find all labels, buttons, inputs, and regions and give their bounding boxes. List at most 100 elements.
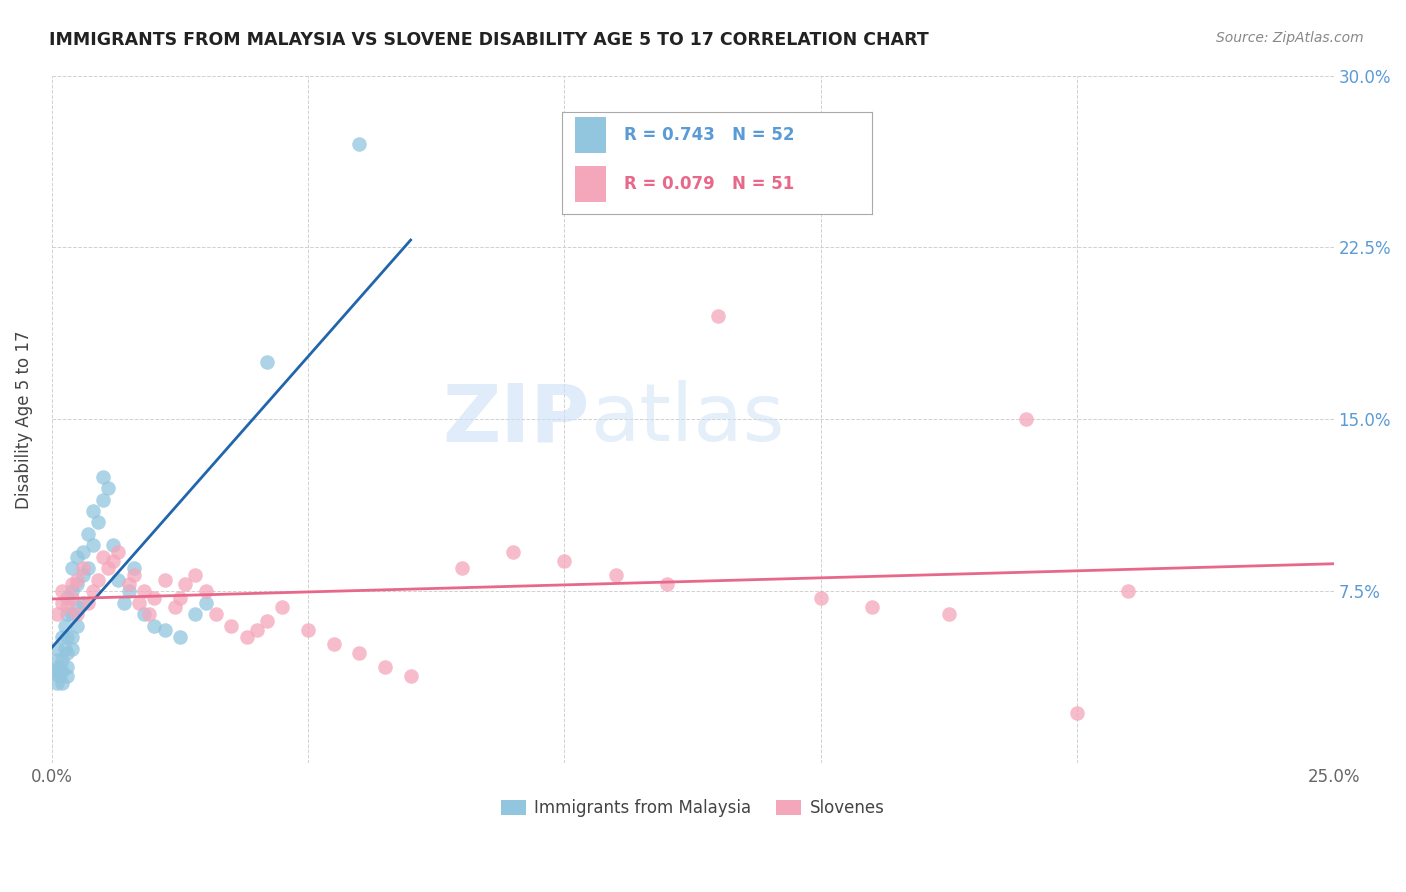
Point — [66, 577, 89, 591]
Point — [45, 641, 67, 656]
Point — [87, 573, 110, 587]
Point — [56, 646, 79, 660]
Point — [97, 561, 120, 575]
Point — [707, 309, 730, 323]
Point — [72, 561, 94, 575]
Point — [219, 618, 242, 632]
Point — [51, 665, 73, 679]
Point — [48, 660, 70, 674]
Point — [184, 607, 207, 622]
Point — [56, 607, 79, 622]
Point — [451, 561, 474, 575]
Point — [66, 600, 89, 615]
Point — [60, 584, 83, 599]
Point — [153, 623, 176, 637]
Point — [91, 492, 114, 507]
Point — [810, 591, 832, 606]
Point — [118, 577, 141, 591]
Point — [60, 561, 83, 575]
Bar — [575, 117, 606, 153]
Point — [184, 568, 207, 582]
Point — [399, 669, 422, 683]
Point — [51, 584, 73, 599]
Point — [169, 591, 191, 606]
Point — [60, 607, 83, 622]
Point — [655, 577, 678, 591]
Point — [51, 596, 73, 610]
Bar — [575, 166, 606, 202]
Point — [56, 669, 79, 683]
Point — [60, 641, 83, 656]
Point — [103, 538, 125, 552]
Point — [374, 660, 396, 674]
Point — [122, 568, 145, 582]
Point — [322, 637, 344, 651]
Point — [66, 573, 89, 587]
Point — [51, 676, 73, 690]
Point — [82, 538, 104, 552]
Point — [118, 584, 141, 599]
Point — [76, 561, 98, 575]
Point — [938, 607, 960, 622]
Point — [72, 596, 94, 610]
Legend: Immigrants from Malaysia, Slovenes: Immigrants from Malaysia, Slovenes — [494, 792, 891, 823]
Point — [72, 568, 94, 582]
Text: ZIP: ZIP — [443, 380, 591, 458]
Point — [502, 545, 524, 559]
Point — [349, 646, 371, 660]
Point — [45, 676, 67, 690]
Point — [60, 591, 83, 606]
Point — [256, 614, 278, 628]
Point — [76, 527, 98, 541]
Point — [82, 584, 104, 599]
Point — [297, 623, 319, 637]
Point — [97, 481, 120, 495]
Point — [66, 618, 89, 632]
Point — [132, 607, 155, 622]
Point — [553, 554, 575, 568]
Point — [143, 591, 166, 606]
Point — [235, 630, 257, 644]
Point — [91, 469, 114, 483]
Point — [53, 641, 76, 656]
Point — [60, 630, 83, 644]
Text: Source: ZipAtlas.com: Source: ZipAtlas.com — [1216, 31, 1364, 45]
Point — [66, 549, 89, 564]
Text: R = 0.079   N = 51: R = 0.079 N = 51 — [624, 175, 794, 193]
Point — [204, 607, 226, 622]
Point — [132, 584, 155, 599]
Point — [107, 573, 129, 587]
Point — [169, 630, 191, 644]
Point — [76, 596, 98, 610]
Point — [45, 653, 67, 667]
Point — [246, 623, 269, 637]
Point — [51, 653, 73, 667]
Text: atlas: atlas — [591, 380, 785, 458]
Point — [56, 630, 79, 644]
Point — [82, 504, 104, 518]
Point — [122, 561, 145, 575]
Y-axis label: Disability Age 5 to 17: Disability Age 5 to 17 — [15, 330, 32, 508]
Point — [56, 660, 79, 674]
Point — [153, 573, 176, 587]
Text: R = 0.743   N = 52: R = 0.743 N = 52 — [624, 126, 794, 144]
Point — [194, 596, 217, 610]
Point — [143, 618, 166, 632]
Point — [1118, 584, 1140, 599]
Point — [349, 137, 371, 152]
Point — [45, 607, 67, 622]
Point — [1066, 706, 1088, 720]
Point — [45, 665, 67, 679]
Point — [174, 577, 197, 591]
Point — [72, 545, 94, 559]
Point — [91, 549, 114, 564]
Point — [56, 600, 79, 615]
Point — [87, 516, 110, 530]
Point — [112, 596, 135, 610]
Point — [44, 665, 66, 679]
Point — [128, 596, 150, 610]
Text: IMMIGRANTS FROM MALAYSIA VS SLOVENE DISABILITY AGE 5 TO 17 CORRELATION CHART: IMMIGRANTS FROM MALAYSIA VS SLOVENE DISA… — [49, 31, 929, 49]
Point — [48, 669, 70, 683]
Point — [256, 355, 278, 369]
Point — [66, 607, 89, 622]
